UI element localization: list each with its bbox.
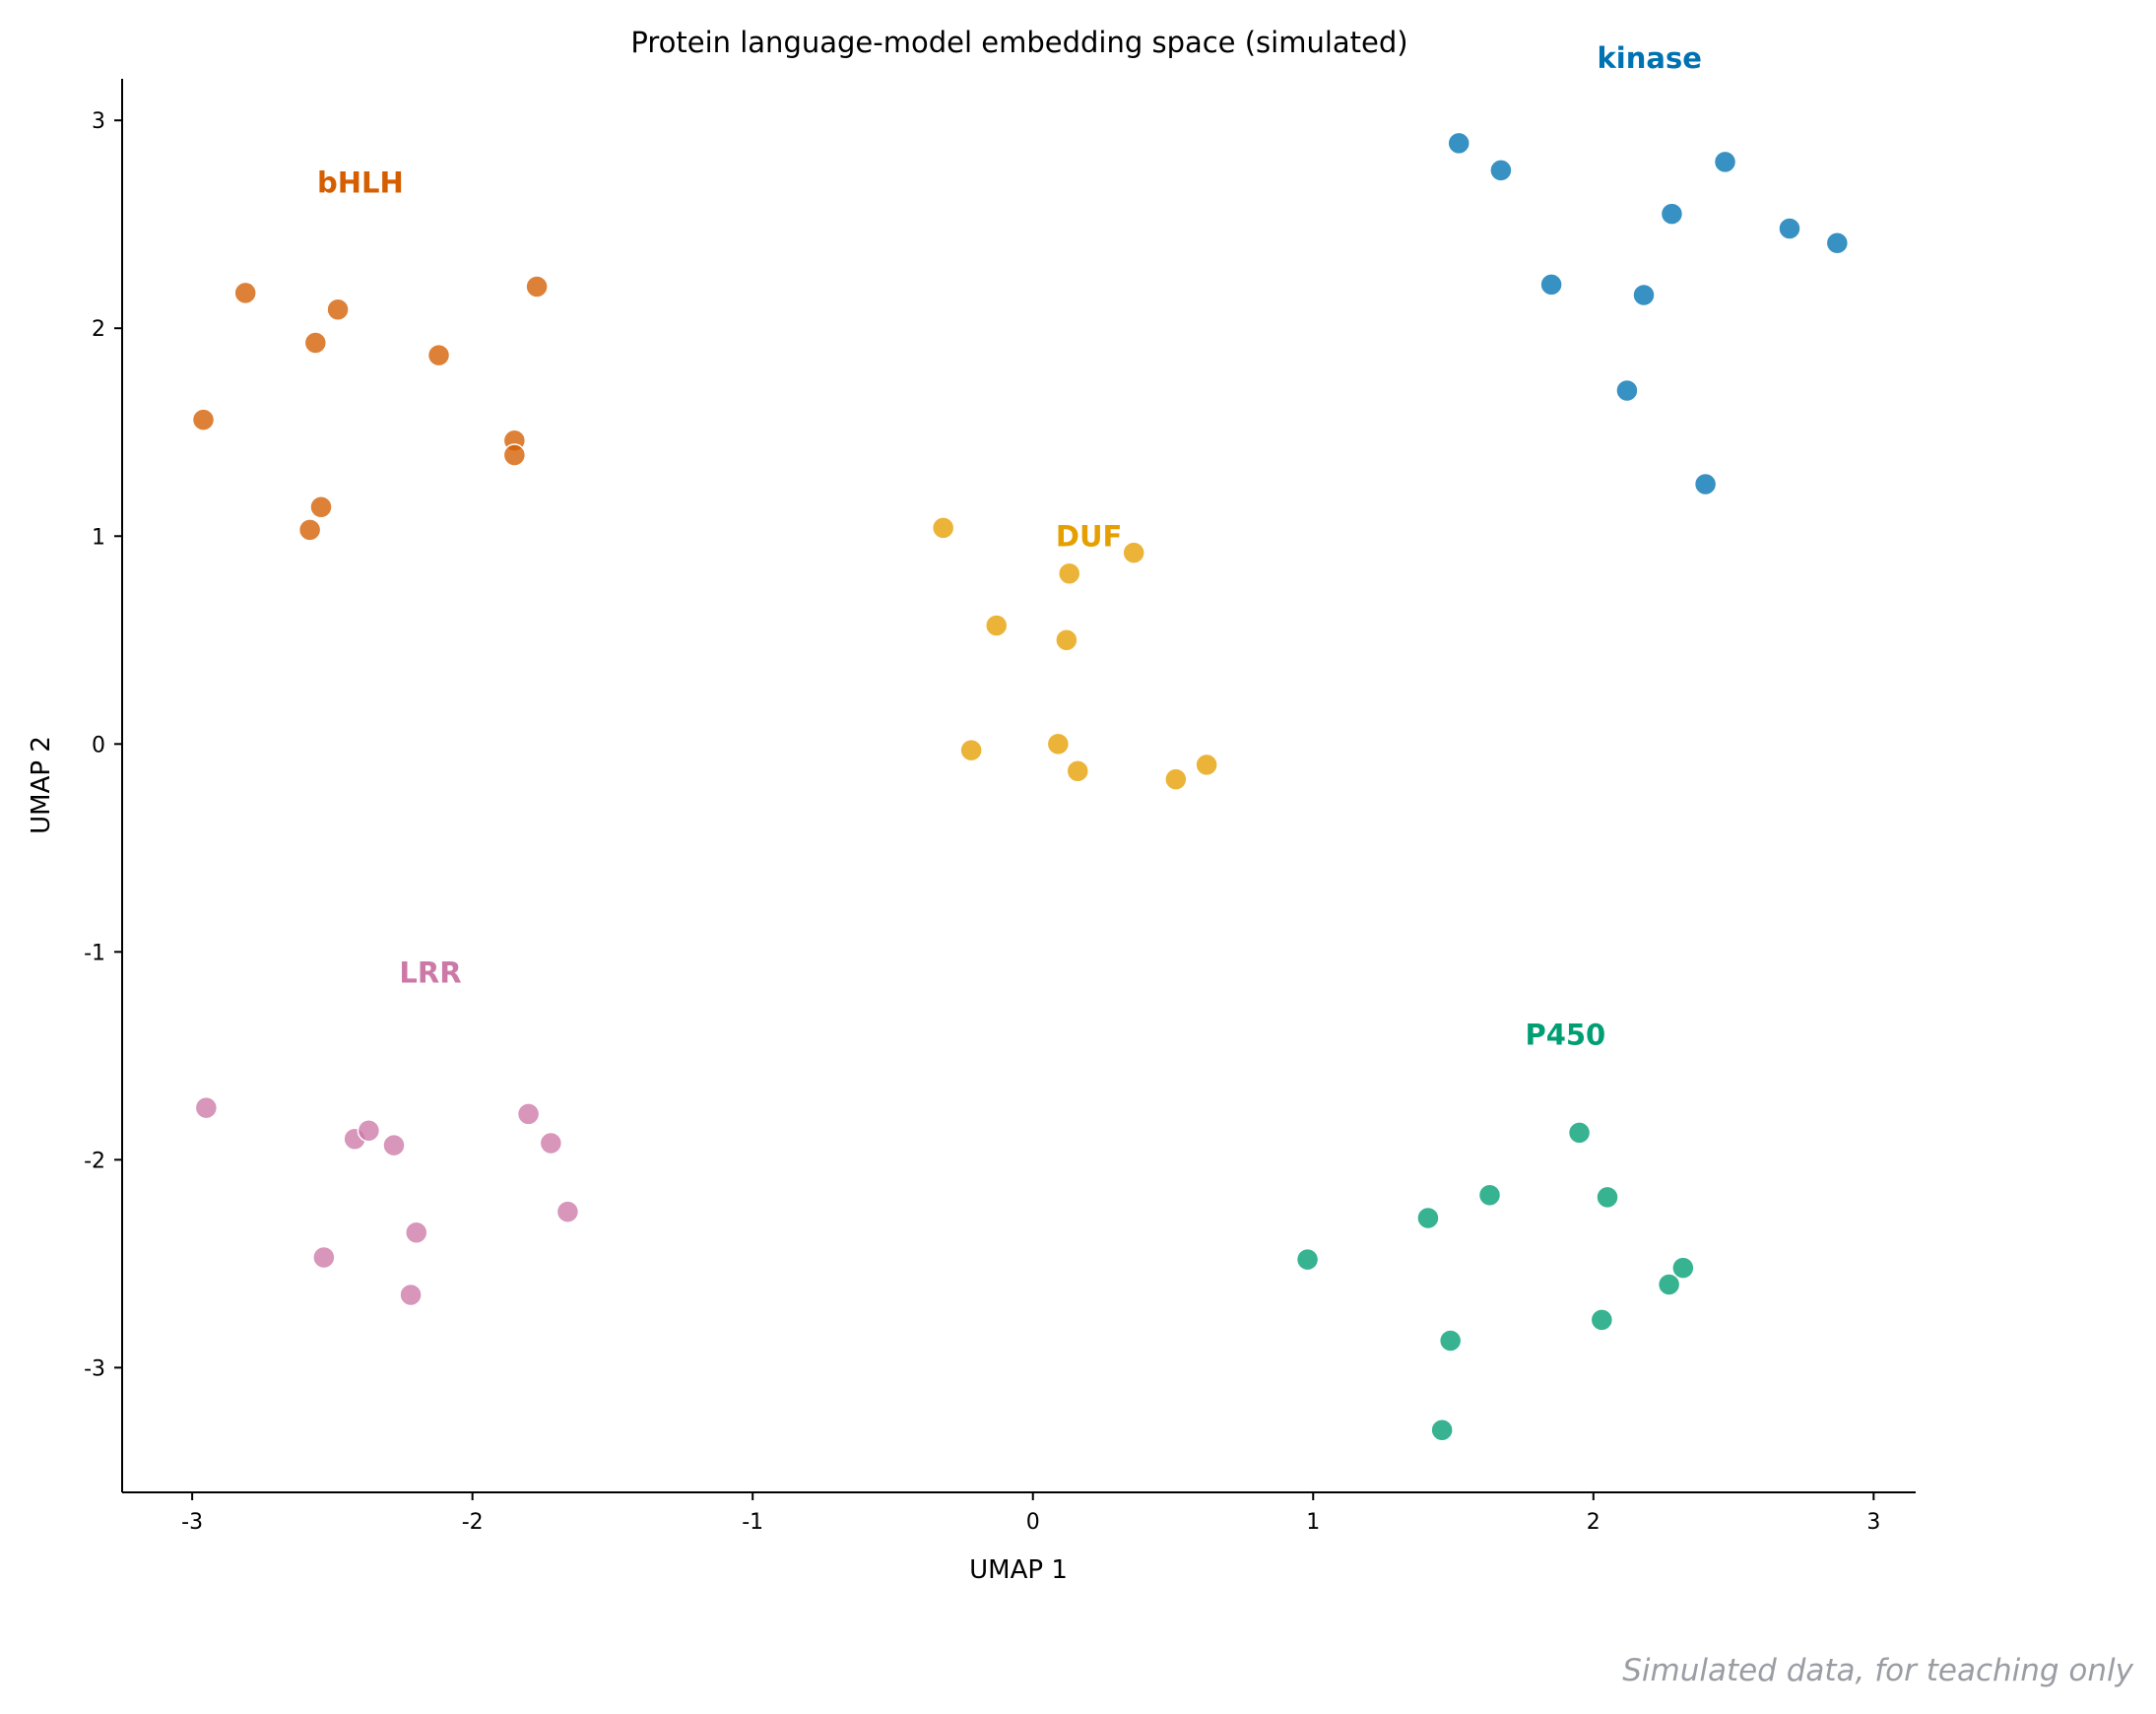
- point-lrr: [516, 1102, 541, 1126]
- x-ticks: -3 -2 -1 0 1 2 3: [181, 1492, 1880, 1535]
- point-duf: [1057, 561, 1081, 585]
- point-lrr: [405, 1220, 428, 1244]
- point-kinase: [1713, 150, 1737, 174]
- x-tick-label: -3: [181, 1510, 203, 1535]
- point-duf: [1122, 541, 1145, 564]
- point-lrr: [382, 1133, 406, 1157]
- point-bhlh: [502, 443, 527, 467]
- chart-title: Protein language-model embedding space (…: [630, 26, 1407, 59]
- point-p450: [1657, 1273, 1681, 1296]
- point-bhlh: [191, 408, 216, 431]
- point-p450: [1596, 1185, 1619, 1210]
- point-p450: [1671, 1256, 1695, 1280]
- y-tick-label: 1: [92, 525, 105, 550]
- y-tick-label: 0: [92, 733, 105, 758]
- y-tick-label: 3: [92, 109, 105, 134]
- point-p450: [1590, 1308, 1614, 1332]
- point-p450: [1477, 1183, 1502, 1207]
- x-tick-label: 1: [1306, 1510, 1320, 1535]
- point-duf: [1055, 628, 1078, 652]
- point-lrr: [312, 1245, 336, 1270]
- point-lrr: [555, 1200, 580, 1223]
- simulated-data-note: Simulated data, for teaching only: [1622, 1653, 2133, 1688]
- x-axis-label: UMAP 1: [969, 1555, 1068, 1585]
- point-bhlh: [309, 494, 333, 519]
- y-ticks: -3 -2 -1 0 1 2 3: [84, 109, 122, 1381]
- x-tick-label: 3: [1866, 1510, 1880, 1535]
- cluster-label-p450: P450: [1525, 1019, 1605, 1052]
- y-tick-label: -3: [84, 1356, 105, 1381]
- point-lrr: [539, 1131, 563, 1155]
- x-tick-label: 2: [1587, 1510, 1601, 1535]
- y-axis-label: UMAP 2: [27, 736, 56, 834]
- point-duf: [1046, 732, 1071, 757]
- point-bhlh: [525, 275, 549, 298]
- cluster-label-bhlh: bHLH: [317, 166, 404, 200]
- x-tick-label: 0: [1026, 1510, 1040, 1535]
- y-tick-label: 2: [92, 317, 105, 342]
- point-kinase: [1693, 472, 1718, 496]
- point-kinase: [1825, 231, 1850, 255]
- point-p450: [1430, 1417, 1454, 1442]
- point-bhlh: [426, 343, 451, 367]
- cluster-label-duf: DUF: [1056, 519, 1122, 553]
- cluster-labels: kinase bHLH DUF LRR P450: [317, 41, 1702, 1052]
- point-duf: [1195, 753, 1218, 777]
- point-lrr: [194, 1095, 219, 1120]
- point-bhlh: [326, 297, 350, 321]
- point-kinase: [1489, 159, 1513, 182]
- y-tick-label: -2: [84, 1149, 105, 1173]
- point-kinase: [1615, 378, 1639, 403]
- y-tick-label: -1: [84, 941, 105, 965]
- point-bhlh: [303, 331, 328, 355]
- point-bhlh: [233, 281, 257, 305]
- point-p450: [1416, 1206, 1440, 1230]
- point-lrr: [357, 1119, 381, 1143]
- point-duf: [984, 614, 1009, 637]
- point-bhlh: [297, 518, 322, 542]
- point-kinase: [1778, 217, 1801, 240]
- point-duf: [931, 516, 955, 540]
- point-p450: [1295, 1247, 1320, 1272]
- point-kinase: [1447, 131, 1470, 156]
- cluster-label-lrr: LRR: [399, 956, 461, 989]
- point-duf: [1164, 767, 1188, 791]
- point-duf: [959, 738, 983, 762]
- point-kinase: [1539, 273, 1563, 297]
- point-p450: [1438, 1329, 1463, 1352]
- point-lrr: [399, 1283, 423, 1307]
- x-tick-label: -2: [462, 1510, 484, 1535]
- data-points: [191, 131, 1850, 1442]
- cluster-label-kinase: kinase: [1598, 41, 1702, 75]
- point-kinase: [1632, 283, 1656, 307]
- point-kinase: [1660, 202, 1684, 226]
- point-p450: [1567, 1121, 1592, 1145]
- x-tick-label: -1: [742, 1510, 763, 1535]
- point-duf: [1066, 758, 1090, 783]
